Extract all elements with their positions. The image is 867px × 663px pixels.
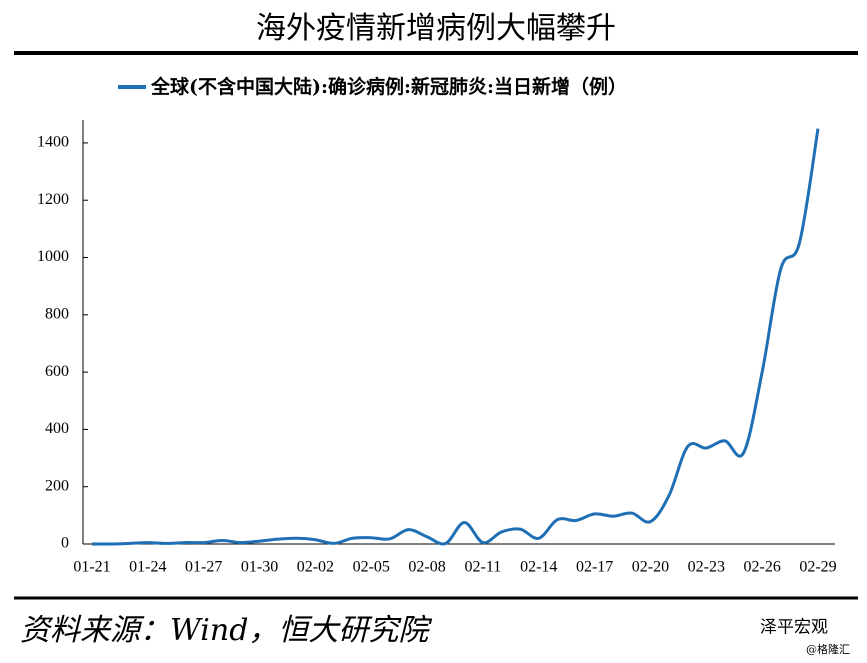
x-tick-label: 02-02 [297,559,334,576]
x-tick-label: 02-05 [353,559,390,576]
x-tick-label: 02-14 [520,559,557,576]
x-tick-label: 02-20 [632,559,669,576]
y-tick-label: 600 [45,363,69,380]
x-tick-label: 01-24 [129,559,166,576]
legend-label: 全球(不含中国大陆):确诊病例:新冠肺炎:当日新增（例） [150,75,627,98]
x-tick-label: 02-11 [465,559,502,576]
x-tick-label: 01-27 [185,559,222,576]
credit: @格隆汇 [806,642,850,656]
y-tick-label: 1400 [37,134,69,151]
y-tick-label: 1000 [37,248,69,265]
x-tick-label: 01-30 [241,559,278,576]
y-tick-label: 400 [45,420,69,437]
y-tick-label: 800 [45,305,69,322]
y-tick-label: 200 [45,477,69,494]
x-tick-label: 02-26 [743,559,780,576]
x-tick-label: 02-23 [688,559,725,576]
x-tick-label: 02-29 [799,559,836,576]
chart-title: 海外疫情新增病例大幅攀升 [256,11,616,46]
x-tick-label: 02-08 [408,559,445,576]
y-tick-label: 1200 [37,191,69,208]
watermark: 泽平宏观 [760,618,828,638]
source: 资料来源：Wind，恒大研究院 [20,613,432,648]
series-line [91,128,820,546]
y-tick-label: 0 [61,535,69,552]
x-tick-label: 02-17 [576,559,613,576]
x-tick-label: 01-21 [73,559,110,576]
